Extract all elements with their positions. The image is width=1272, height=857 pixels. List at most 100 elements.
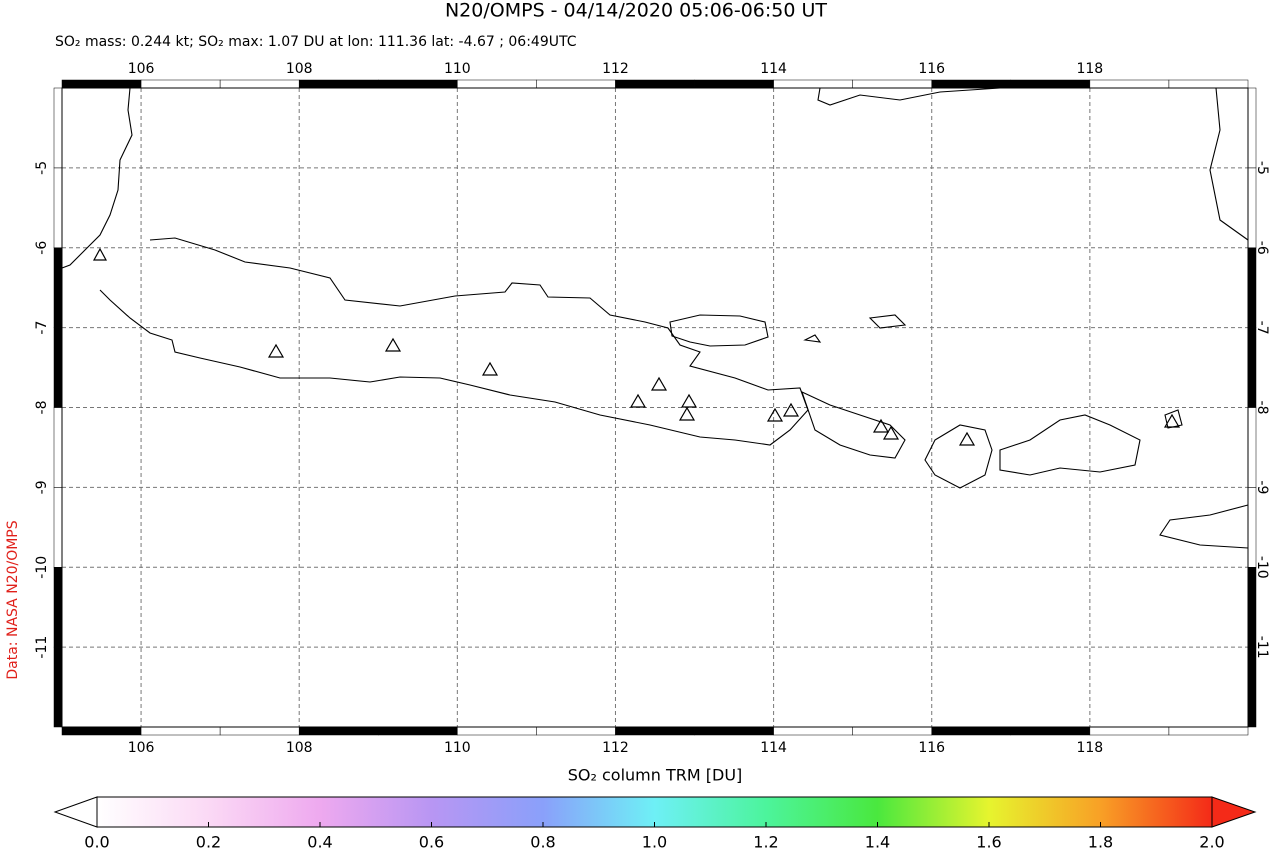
frame-bar <box>931 79 1012 89</box>
colorbar-label: SO₂ column TRM [DU] <box>568 766 743 785</box>
coastline <box>1159 504 1249 549</box>
frame-bar <box>298 79 379 89</box>
frame <box>53 79 1257 736</box>
colorbar-over <box>1211 796 1257 828</box>
y-tick-label: -9 <box>34 480 50 494</box>
frame-bar <box>457 79 537 89</box>
frame-bar <box>1247 407 1257 488</box>
frame-bar <box>1247 646 1257 728</box>
frame-bar <box>1247 167 1257 248</box>
y-tick-label: -8 <box>1254 401 1270 415</box>
y-tick-label: -11 <box>1254 636 1270 659</box>
y-tick-label: -10 <box>1254 556 1270 579</box>
frame-bar <box>1247 327 1257 408</box>
frame-bar <box>219 79 300 89</box>
frame-bar <box>53 646 63 728</box>
frame-bar <box>1089 726 1170 736</box>
x-tick-label: 118 <box>1076 61 1103 77</box>
credit: Data: NASA N20/OMPS <box>5 520 21 679</box>
frame-bar <box>53 487 63 568</box>
frame-bar <box>140 79 221 89</box>
colorbar-tick-label: 0.0 <box>84 833 109 852</box>
frame-bar <box>852 726 932 736</box>
frame-bar <box>1010 726 1091 736</box>
y-tick-label: -5 <box>1254 161 1270 175</box>
colorbar-tick-label: 2.0 <box>1199 833 1224 852</box>
volcano <box>92 247 1181 446</box>
colorbar-tick-label: 0.8 <box>530 833 555 852</box>
frame-bar <box>536 79 616 89</box>
frame-bar <box>852 79 932 89</box>
y-tick-label: -6 <box>34 241 50 255</box>
y-tick-label: -7 <box>34 321 50 335</box>
frame-bar <box>53 327 63 408</box>
frame-bar <box>1247 247 1257 328</box>
frame-bar <box>378 726 458 736</box>
coastline <box>61 87 133 269</box>
x-tick-label: 108 <box>286 61 313 77</box>
frame-bar <box>53 87 63 169</box>
frame-bar <box>773 79 853 89</box>
x-tick-label: 108 <box>286 740 313 756</box>
frame-bar <box>1168 79 1249 89</box>
y-tick-label: -8 <box>34 401 50 415</box>
x-tick-label: 110 <box>444 740 471 756</box>
y-tick-label: -9 <box>1254 480 1270 494</box>
title: N20/OMPS - 04/14/2020 05:06-06:50 UT <box>445 0 827 22</box>
y-tick-label: -7 <box>1254 321 1270 335</box>
coastline <box>1209 87 1249 241</box>
frame-bar <box>615 79 695 89</box>
coastline <box>924 424 993 489</box>
y-tick-label: -5 <box>34 161 50 175</box>
frame-bar <box>1089 79 1170 89</box>
subtitle: SO₂ mass: 0.244 kt; SO₂ max: 1.07 DU at … <box>55 34 577 50</box>
frame-bar <box>219 726 300 736</box>
frame-bar <box>1247 87 1257 169</box>
frame-bar <box>694 726 774 736</box>
colorbar-under <box>53 796 98 828</box>
y-tick-label: -6 <box>1254 241 1270 255</box>
x-tick-label: 112 <box>602 740 629 756</box>
grid <box>62 88 1248 727</box>
y-tick-label: -11 <box>34 636 50 659</box>
x-tick-label: 114 <box>760 61 787 77</box>
colorbar-tick-label: 1.2 <box>753 833 778 852</box>
colorbar-tick-label: 1.6 <box>976 833 1001 852</box>
frame-bar <box>53 247 63 328</box>
x-tick-label: 110 <box>444 61 471 77</box>
x-tick-label: 116 <box>918 61 945 77</box>
frame-border <box>61 87 1249 728</box>
x-tick-label: 112 <box>602 61 629 77</box>
x-tick-label: 106 <box>128 61 155 77</box>
frame-bar <box>53 167 63 248</box>
x-tick-label: 116 <box>918 740 945 756</box>
frame-bar <box>931 726 1012 736</box>
coastline <box>999 414 1141 476</box>
frame-bar <box>694 79 774 89</box>
coastlines <box>61 87 1249 549</box>
colorbar-tick-label: 1.0 <box>642 833 667 852</box>
coastline <box>669 314 769 347</box>
frame-bar <box>140 726 221 736</box>
x-tick-label: 114 <box>760 740 787 756</box>
frame-bar <box>1168 726 1249 736</box>
coastline <box>817 87 1001 106</box>
volcanoes <box>92 247 1181 446</box>
frame-bar <box>1010 79 1091 89</box>
colorbar-tick-label: 0.6 <box>419 833 444 852</box>
frame-bar <box>53 407 63 488</box>
frame-bar <box>53 567 63 648</box>
y-tick-label: -10 <box>34 556 50 579</box>
frame-bar <box>298 726 379 736</box>
frame-bar <box>61 79 142 89</box>
frame-bar <box>457 726 537 736</box>
frame-bar <box>61 726 142 736</box>
frame-bar <box>773 726 853 736</box>
colorbar-tick-label: 1.4 <box>865 833 890 852</box>
colorbar-tick-label: 0.2 <box>196 833 221 852</box>
x-tick-label: 106 <box>128 740 155 756</box>
colorbar-tick-label: 1.8 <box>1088 833 1113 852</box>
frame-bar <box>378 79 458 89</box>
frame-bar <box>615 726 695 736</box>
